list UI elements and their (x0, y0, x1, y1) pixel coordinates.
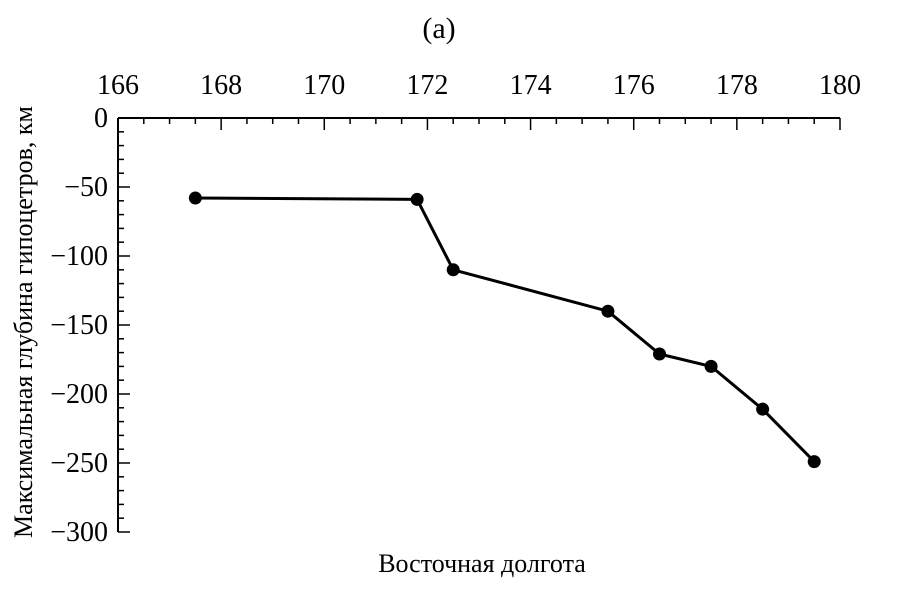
data-point (704, 359, 718, 373)
y-tick-label: −200 (50, 379, 108, 410)
data-point (807, 455, 821, 469)
data-series (188, 191, 821, 469)
data-point (756, 402, 770, 416)
x-tick-label: 168 (200, 70, 242, 101)
y-axis-title: Максимальная глубина гипоцетров, км (9, 106, 38, 538)
y-tick-label: −300 (50, 517, 108, 548)
x-tick-label: 172 (406, 70, 448, 101)
data-point (653, 347, 666, 361)
x-tick-label: 170 (303, 70, 345, 101)
y-tick-label: −50 (64, 172, 108, 203)
y-tick-label: −250 (50, 448, 108, 479)
y-axis: 0 −50 −100 −150 −200 −250 −300 (50, 103, 130, 548)
x-tick-label: 166 (97, 70, 139, 101)
x-tick-label: 178 (716, 70, 758, 101)
data-point (410, 192, 424, 206)
y-tick-label: 0 (94, 103, 108, 134)
y-tick-label: −150 (50, 310, 108, 341)
data-point (188, 191, 202, 205)
x-tick-label: 174 (510, 70, 552, 101)
x-tick-label: 180 (819, 70, 861, 101)
x-tick-label: 176 (613, 70, 655, 101)
data-point (446, 263, 460, 277)
data-point (601, 304, 615, 318)
x-axis: 166 168 170 172 174 176 178 180 (97, 70, 861, 130)
y-tick-label: −100 (50, 241, 108, 272)
x-axis-title: Восточная долгота (378, 549, 586, 578)
series-line (195, 196, 816, 463)
panel-label: (a) (422, 12, 455, 45)
